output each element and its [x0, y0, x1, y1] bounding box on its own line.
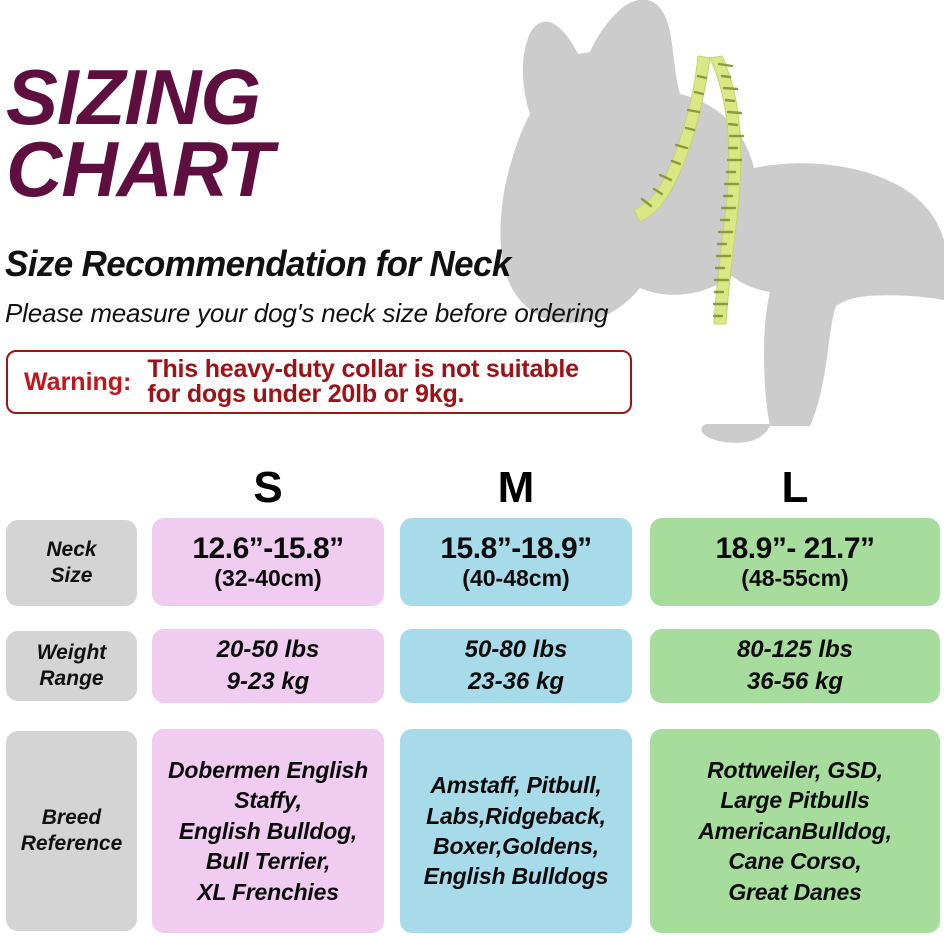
subtitle: Size Recommendation for Neck: [5, 243, 511, 284]
cell-breed-l: Rottweiler, GSD, Large Pitbulls American…: [650, 729, 940, 933]
row-label-weight-range: Weight Range: [6, 631, 137, 701]
neck-cm-l: (48-55cm): [741, 564, 849, 591]
neck-inches-m: 15.8”-18.9”: [440, 532, 592, 566]
bulldog-silhouette: [500, 0, 944, 443]
measuring-tape: [633, 55, 745, 325]
neck-inches-s: 12.6”-15.8”: [192, 532, 344, 566]
cell-breed-s: Dobermen English Staffy, English Bulldog…: [152, 729, 384, 933]
warning-label: Warning:: [24, 367, 132, 396]
cell-neck-size-s: 12.6”-15.8” (32-40cm): [152, 518, 384, 606]
row-label-breed-reference: Breed Reference: [6, 731, 137, 931]
neck-inches-l: 18.9”- 21.7”: [715, 532, 875, 566]
warning-message: This heavy-duty collar is not suitable f…: [147, 354, 579, 408]
size-header-s: S: [253, 463, 283, 512]
neck-cm-m: (40-48cm): [462, 564, 570, 591]
cell-weight-l: 80-125 lbs 36-56 kg: [650, 629, 940, 703]
cell-breed-m: Amstaff, Pitbull, Labs,Ridgeback, Boxer,…: [400, 729, 632, 933]
cell-weight-m: 50-80 lbs 23-36 kg: [400, 629, 632, 703]
cell-neck-size-l: 18.9”- 21.7” (48-55cm): [650, 518, 940, 606]
size-header-l: L: [781, 463, 809, 512]
warning-box: Warning: This heavy-duty collar is not s…: [6, 350, 632, 414]
instruction-text: Please measure your dog's neck size befo…: [5, 298, 609, 328]
size-header-m: M: [497, 463, 535, 512]
row-label-neck-size: Neck Size: [6, 520, 137, 606]
cell-weight-s: 20-50 lbs 9-23 kg: [152, 629, 384, 703]
cell-neck-size-m: 15.8”-18.9” (40-48cm): [400, 518, 632, 606]
dog-illustration: [500, 0, 944, 443]
page-title: SIZING CHART: [6, 53, 274, 213]
neck-cm-s: (32-40cm): [214, 564, 322, 591]
